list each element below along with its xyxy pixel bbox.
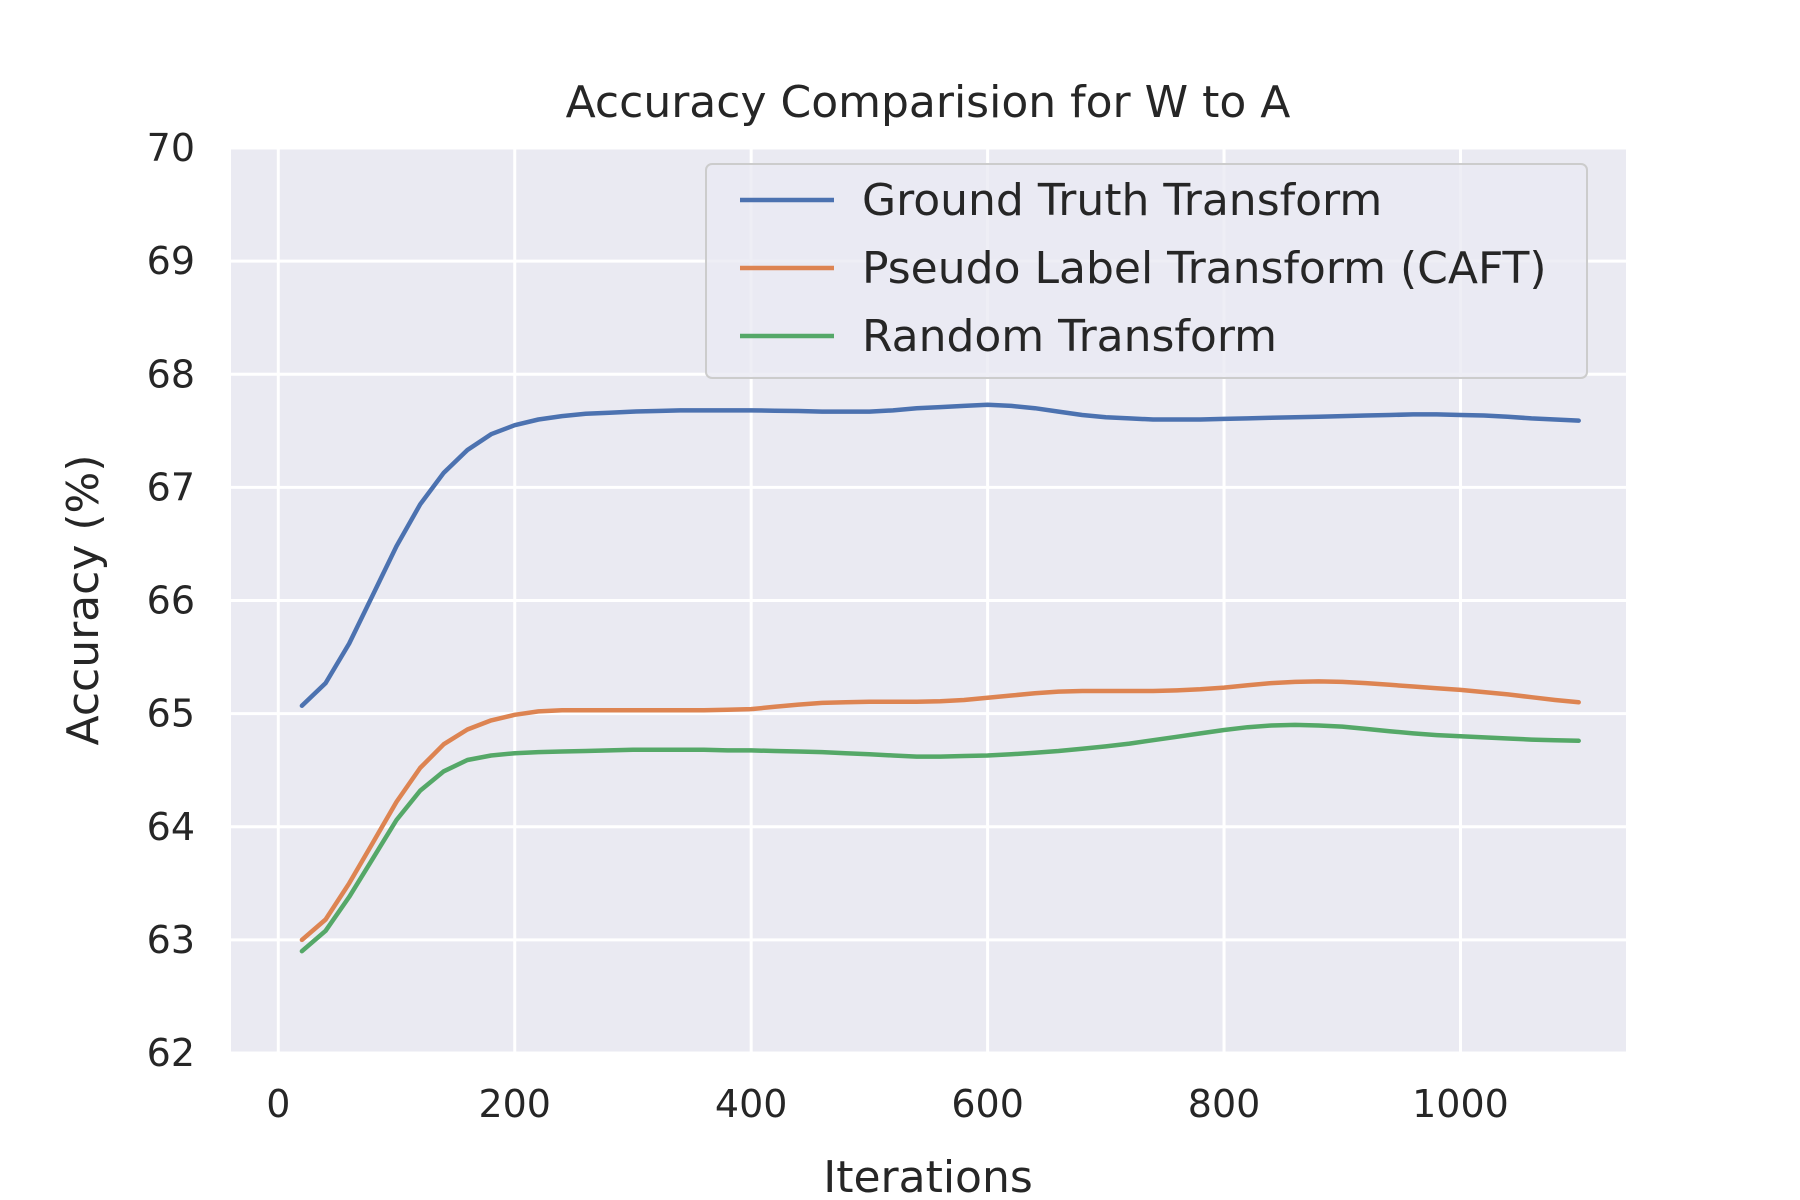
y-tick-label: 68 (147, 352, 195, 396)
x-tick-label: 1000 (1412, 1082, 1509, 1126)
y-tick-label: 62 (147, 1031, 195, 1075)
series-lines (299, 402, 1581, 954)
y-tick-label: 70 (147, 126, 195, 170)
x-tick-label: 600 (951, 1082, 1024, 1126)
y-tick-labels: 62 63 64 65 66 67 68 69 70 (147, 126, 195, 1075)
x-axis-title: Iterations (823, 1152, 1033, 1200)
x-tick-label: 400 (715, 1082, 788, 1126)
legend-label-3: Random Transform (862, 311, 1277, 362)
y-tick-label: 65 (147, 692, 195, 736)
y-axis-title: Accuracy (%) (58, 454, 109, 745)
x-tick-label: 800 (1188, 1082, 1261, 1126)
x-tick-labels: 0 200 400 600 800 1000 (266, 1082, 1509, 1126)
x-tick-label: 0 (266, 1082, 290, 1126)
series-line-2 (299, 679, 1581, 943)
y-tick-label: 69 (147, 239, 195, 283)
legend: Ground Truth Transform Pseudo Label Trans… (705, 163, 1588, 379)
legend-label-2: Pseudo Label Transform (CAFT) (862, 243, 1547, 294)
y-tick-label: 63 (147, 918, 195, 962)
y-tick-label: 67 (147, 465, 195, 509)
legend-box (705, 163, 1588, 379)
y-tick-label: 64 (147, 805, 195, 849)
y-tick-label: 66 (147, 579, 195, 623)
series-line-1 (299, 402, 1581, 708)
series-line-3 (299, 722, 1581, 954)
x-tick-label: 200 (478, 1082, 551, 1126)
legend-entries: Ground Truth Transform Pseudo Label Trans… (740, 175, 1547, 362)
legend-label-1: Ground Truth Transform (862, 175, 1382, 226)
chart-title: Accuracy Comparision for W to A (566, 77, 1291, 128)
